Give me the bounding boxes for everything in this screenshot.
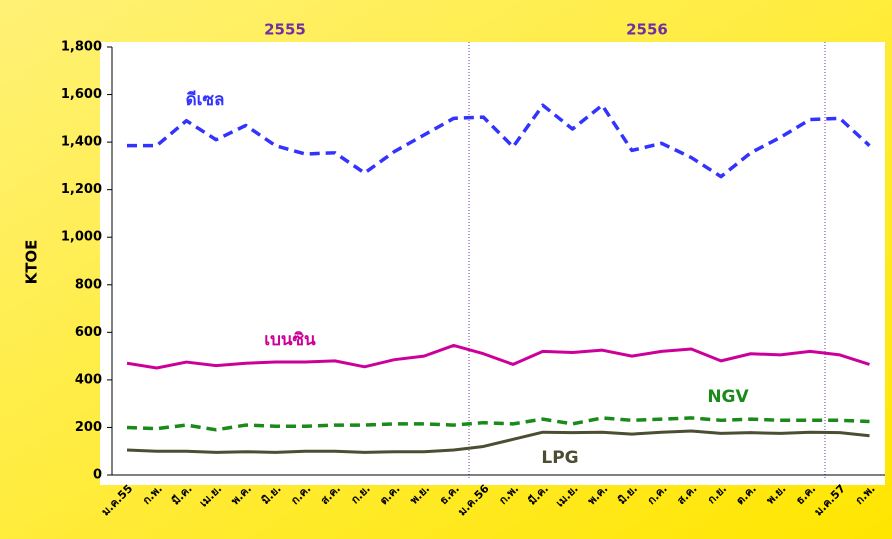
y-tick-label: 1,600 (61, 87, 102, 102)
series-label: NGV (707, 387, 749, 407)
series-label: ดีเซล (186, 89, 225, 110)
y-tick-label: 600 (75, 325, 102, 340)
line-series (126, 343, 870, 370)
line-series (126, 429, 870, 454)
y-tick-label: 1,400 (61, 135, 102, 150)
line-series (127, 103, 871, 179)
series-label: เบนซิน (264, 330, 316, 350)
y-tick-label: 800 (75, 277, 102, 292)
y-tick-label: 1,200 (61, 182, 102, 197)
y-tick-label: 0 (93, 468, 102, 483)
line-series (126, 416, 870, 432)
y-tick-label: 400 (75, 372, 102, 387)
series-label: LPG (541, 448, 578, 468)
y-tick-label: 200 (75, 420, 102, 435)
plot-area (100, 42, 885, 485)
year-label: 2555 (264, 21, 306, 39)
year-label: 2556 (626, 21, 668, 39)
y-tick-label: 1,000 (61, 230, 102, 245)
y-axis-label: KTOE (23, 240, 41, 285)
y-tick-label: 1,800 (61, 40, 102, 55)
